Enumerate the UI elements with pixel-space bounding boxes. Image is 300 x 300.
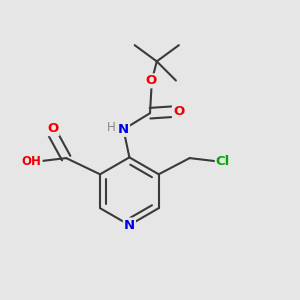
Text: OH: OH (22, 154, 42, 167)
Text: O: O (47, 122, 58, 135)
Text: H: H (107, 122, 116, 134)
Text: N: N (124, 219, 135, 232)
Text: O: O (173, 105, 184, 118)
Text: N: N (118, 123, 129, 136)
Text: O: O (146, 74, 157, 87)
Text: Cl: Cl (216, 154, 230, 167)
